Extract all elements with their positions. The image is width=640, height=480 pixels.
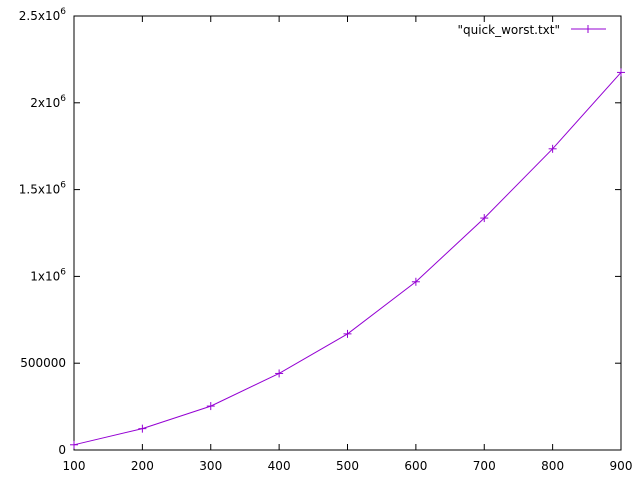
data-point — [343, 329, 352, 338]
data-point — [480, 214, 489, 223]
x-tick-label: 800 — [541, 459, 564, 473]
x-tick-label: 600 — [404, 459, 427, 473]
y-tick-label: 500000 — [20, 356, 66, 370]
y-tick-label: 0 — [58, 443, 66, 457]
y-tick-label: 2x106 — [30, 94, 66, 110]
plot-frame — [73, 15, 622, 451]
data-point — [548, 144, 557, 153]
data-point — [206, 402, 215, 411]
x-tick-label: 400 — [268, 459, 291, 473]
x-tick-label: 300 — [199, 459, 222, 473]
x-tick-label: 100 — [63, 459, 86, 473]
legend: "quick_worst.txt" — [457, 23, 606, 37]
series-layer — [70, 68, 625, 449]
data-point — [617, 68, 625, 77]
data-point — [138, 424, 147, 433]
y-tick-label: 1.5x106 — [19, 181, 66, 197]
x-tick-label: 900 — [610, 459, 633, 473]
y-tick-label: 2.5x106 — [19, 7, 66, 23]
axes — [73, 15, 622, 451]
legend-label: "quick_worst.txt" — [457, 23, 560, 37]
x-tick-label: 200 — [131, 459, 154, 473]
series-line — [73, 72, 622, 446]
data-point — [275, 369, 284, 378]
data-point — [411, 277, 420, 286]
x-tick-label: 500 — [336, 459, 359, 473]
ticks: 100 200 300 400 500 600 700 800 900 0 500000 1x106 1… — [19, 7, 633, 473]
x-tick-label: 700 — [473, 459, 496, 473]
y-tick-label: 1x106 — [30, 267, 66, 283]
data-point — [70, 440, 78, 449]
